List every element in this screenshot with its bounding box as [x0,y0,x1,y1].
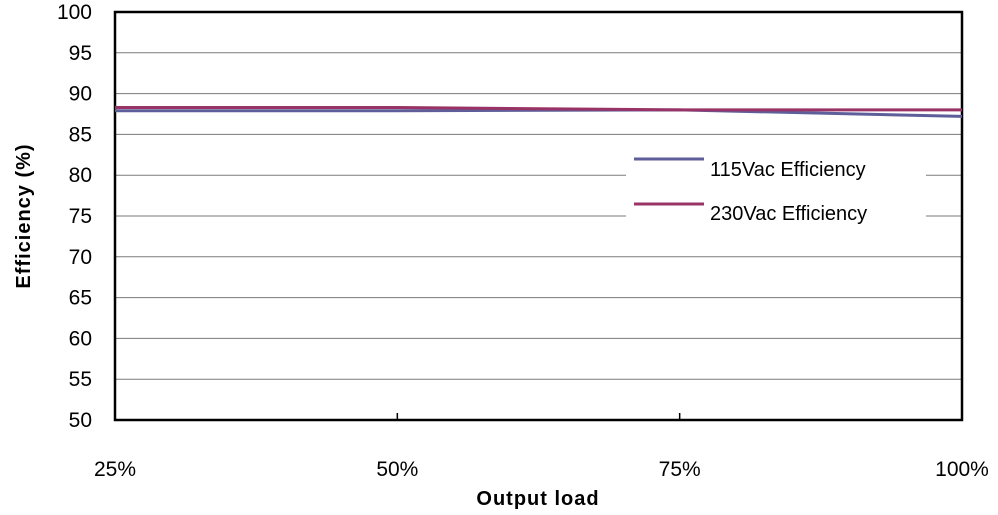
legend: 115Vac Efficiency 230Vac Efficiency [626,148,926,238]
y-tick-label: 75 [69,205,92,228]
x-tick-label: 50% [376,458,418,481]
series-line-230vac [115,106,962,112]
gridlines [115,52,962,380]
plot-frame [113,10,964,422]
series-lines [115,106,963,118]
x-tick-label: 75% [659,458,701,481]
legend-background [626,148,926,238]
y-tick-label: 90 [69,83,92,106]
y-tick-label: 80 [69,164,92,187]
x-tick-labels: 25% 50% 75% 100% [94,458,989,481]
x-tick-label: 25% [94,458,136,481]
legend-label-115vac: 115Vac Efficiency [710,159,866,181]
y-tick-label: 95 [69,42,92,65]
y-tick-label: 60 [69,327,92,350]
y-tick-label: 100 [57,1,92,24]
x-axis-title: Output load [476,488,599,510]
y-tick-label: 65 [69,287,92,310]
series-line-115vac [115,108,963,118]
y-axis-title: Efficiency (%) [13,143,35,288]
x-tick-label: 100% [935,458,989,481]
y-tick-label: 55 [69,368,92,391]
y-tick-label: 70 [69,246,92,269]
legend-label-230vac: 230Vac Efficiency [710,203,867,225]
y-tick-label: 50 [69,409,92,432]
x-tick-marks [114,413,963,420]
y-tick-labels: 100 95 90 85 80 75 70 65 60 55 50 [57,1,92,432]
y-tick-label: 85 [69,123,92,146]
